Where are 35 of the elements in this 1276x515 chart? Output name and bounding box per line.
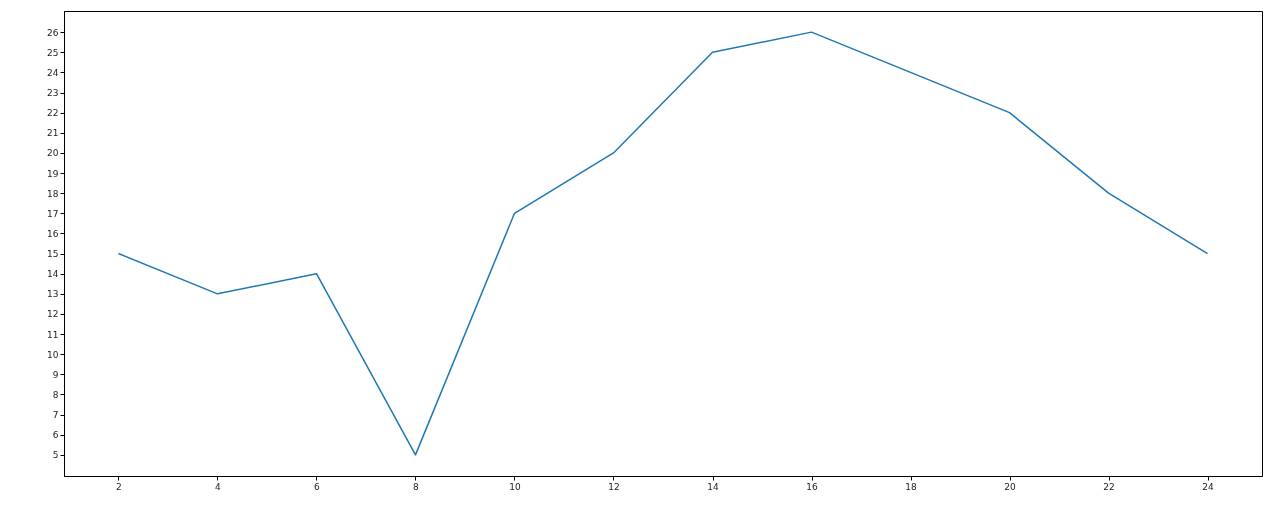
y-tick-label: 6 bbox=[52, 430, 59, 441]
y-tick-label: 11 bbox=[47, 329, 59, 340]
y-tick-label: 9 bbox=[52, 369, 59, 380]
y-tick-label: 12 bbox=[47, 309, 59, 320]
x-tick-label: 2 bbox=[116, 481, 122, 492]
y-tick-label: 7 bbox=[52, 410, 59, 421]
y-tick-label: 14 bbox=[47, 269, 59, 280]
x-tick-label: 10 bbox=[509, 481, 521, 492]
y-tick-label: 10 bbox=[47, 349, 59, 360]
y-tick-label: 25 bbox=[47, 47, 59, 58]
x-tick-label: 22 bbox=[1103, 481, 1115, 492]
x-tick-label: 24 bbox=[1202, 481, 1215, 492]
y-tick-label: 26 bbox=[47, 27, 59, 38]
y-tick-label: 18 bbox=[47, 188, 59, 199]
x-tick-label: 8 bbox=[413, 481, 420, 492]
y-tick-label: 13 bbox=[47, 289, 59, 300]
y-tick-label: 17 bbox=[47, 208, 59, 219]
x-tick-label: 4 bbox=[215, 481, 222, 492]
x-tick-label: 18 bbox=[905, 481, 918, 492]
y-tick-label: 16 bbox=[47, 228, 59, 239]
x-tick-label: 20 bbox=[1004, 481, 1017, 492]
x-tick-label: 12 bbox=[608, 481, 620, 492]
y-tick-label: 19 bbox=[47, 168, 59, 179]
y-tick-label: 22 bbox=[47, 108, 59, 119]
y-tick-label: 8 bbox=[52, 389, 59, 400]
x-tick-label: 6 bbox=[314, 481, 321, 492]
y-tick-label: 23 bbox=[47, 88, 59, 99]
line-series bbox=[117, 31, 1209, 456]
y-tick-label: 20 bbox=[47, 148, 59, 159]
x-tick-label: 14 bbox=[707, 481, 719, 492]
y-tick-label: 24 bbox=[47, 67, 59, 78]
y-tick-label: 15 bbox=[47, 249, 59, 260]
y-tick-label: 21 bbox=[47, 128, 59, 139]
y-tick-label: 5 bbox=[52, 450, 59, 461]
x-tick-label: 16 bbox=[806, 481, 819, 492]
